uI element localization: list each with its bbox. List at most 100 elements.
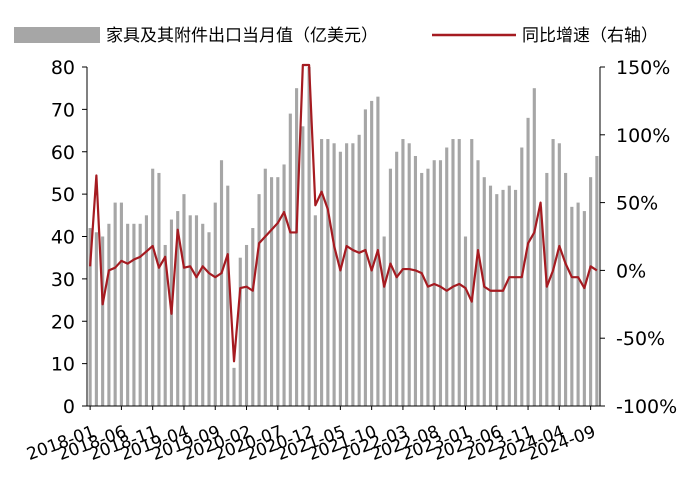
- bar: [345, 143, 349, 406]
- bar: [307, 67, 311, 406]
- bar: [395, 151, 399, 406]
- bar: [539, 206, 543, 406]
- left-tick-label: 50: [51, 184, 75, 206]
- bar: [463, 236, 468, 406]
- right-tick-label: 150%: [616, 57, 670, 79]
- bar: [338, 151, 342, 406]
- bar: [595, 155, 599, 406]
- bar: [94, 232, 98, 406]
- bar: [232, 367, 236, 406]
- bar: [213, 202, 217, 406]
- bar: [476, 160, 480, 406]
- bar: [301, 126, 305, 406]
- left-tick-label: 70: [51, 99, 75, 121]
- right-tick-label: 0%: [616, 260, 646, 282]
- bar: [501, 189, 505, 406]
- bar: [576, 202, 580, 406]
- bar: [332, 143, 336, 406]
- bar: [438, 160, 443, 406]
- bar: [382, 236, 386, 406]
- bar: [182, 194, 186, 407]
- bar: [413, 155, 418, 406]
- left-tick-label: 10: [51, 354, 75, 376]
- bar: [276, 177, 280, 406]
- bar: [526, 117, 530, 406]
- right-tick-label: -50%: [616, 328, 665, 350]
- bar: [488, 185, 493, 406]
- left-tick-label: 60: [51, 142, 75, 164]
- bar: [282, 164, 286, 406]
- bar: [545, 172, 549, 406]
- bar: [157, 172, 161, 406]
- legend-bar-swatch: [14, 27, 100, 43]
- bar: [88, 228, 92, 406]
- bar: [582, 211, 586, 406]
- right-tick-label: 100%: [616, 125, 670, 147]
- bar: [288, 113, 292, 407]
- bar: [207, 232, 211, 406]
- bar: [482, 177, 486, 406]
- left-tick-label: 80: [51, 57, 75, 79]
- x-axis: 2018-012018-062018-112019-042019-092020-…: [24, 406, 598, 465]
- bar: [370, 100, 374, 407]
- legend-line-label: 同比增速（右轴）: [522, 26, 658, 46]
- bar: [570, 206, 574, 406]
- bar: [313, 215, 317, 406]
- bar: [101, 236, 105, 406]
- growth-line: [89, 63, 598, 363]
- bar: [363, 109, 367, 407]
- bar: [351, 143, 355, 406]
- bar: [320, 139, 324, 407]
- left-tick-label: 0: [63, 396, 75, 418]
- bar: [144, 215, 148, 406]
- bar: [107, 223, 111, 406]
- bar: [132, 223, 136, 406]
- bar: [251, 228, 255, 406]
- bar: [194, 215, 199, 406]
- bar: [244, 244, 249, 406]
- bar: [357, 134, 361, 407]
- bar: [564, 172, 568, 406]
- bar: [407, 143, 411, 406]
- bar-series: [88, 67, 599, 407]
- bar: [532, 88, 536, 406]
- bar: [420, 172, 424, 406]
- left-tick-label: 20: [51, 311, 75, 333]
- bar: [451, 139, 455, 407]
- bar: [495, 194, 499, 407]
- bar: [126, 223, 130, 406]
- bar: [219, 160, 224, 406]
- right-tick-label: 50%: [616, 193, 658, 215]
- bar: [445, 147, 449, 406]
- bar: [226, 185, 230, 406]
- legend-bar-label: 家具及其附件出口当月值（亿美元）: [106, 26, 378, 46]
- right-tick-label: -100%: [616, 396, 677, 418]
- bar: [113, 202, 117, 406]
- bar: [269, 177, 274, 406]
- legend: 家具及其附件出口当月值（亿美元） 同比增速（右轴）: [14, 26, 658, 46]
- bar: [201, 223, 205, 406]
- bar: [151, 168, 155, 406]
- bar: [507, 185, 511, 406]
- bar: [263, 168, 267, 406]
- bar: [163, 244, 167, 406]
- bar: [326, 139, 330, 407]
- left-tick-label: 30: [51, 269, 75, 291]
- left-y-axis: 0 10 20 30 40 50 60 70 80: [51, 57, 87, 418]
- bar: [557, 143, 561, 406]
- bar: [457, 139, 461, 407]
- bar: [119, 202, 123, 406]
- bar: [388, 168, 392, 406]
- line-series: [89, 63, 598, 363]
- bar: [257, 194, 261, 407]
- bar: [238, 257, 242, 406]
- bar: [188, 215, 192, 406]
- bar: [401, 139, 405, 407]
- bar: [176, 211, 180, 406]
- bar: [295, 88, 299, 406]
- right-y-axis: -100% -50% 0% 50% 100% 150%: [600, 57, 677, 418]
- left-tick-label: 40: [51, 227, 75, 249]
- bar: [470, 139, 474, 407]
- bar: [513, 189, 518, 406]
